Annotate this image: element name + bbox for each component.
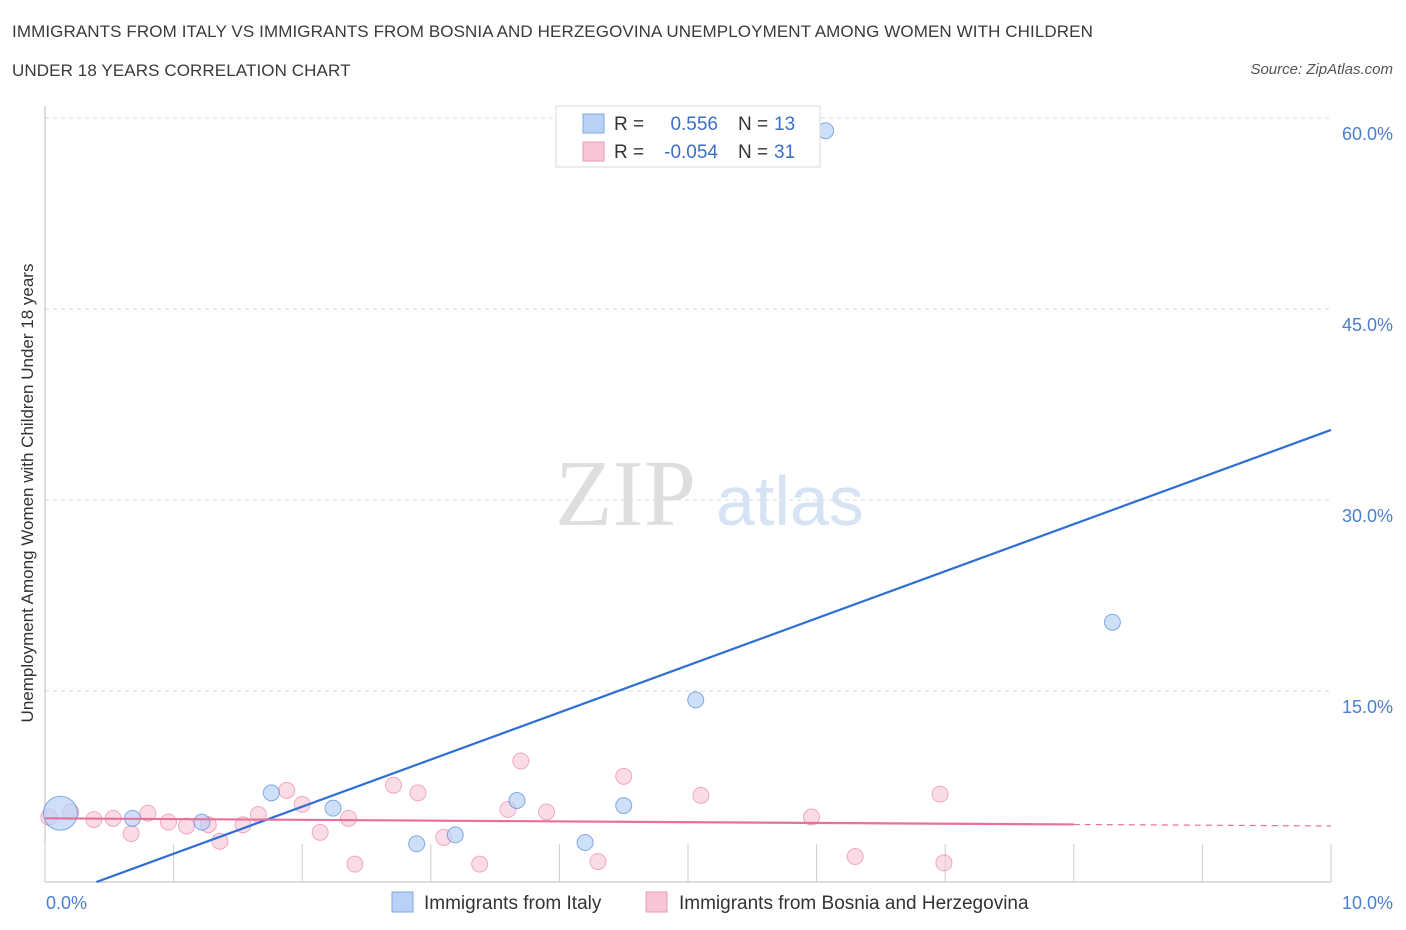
bosnia-point-12: [278, 781, 296, 799]
bosnia-trend-line: [44, 817, 1074, 826]
italy-point-0: [42, 795, 78, 831]
x-tick-label-min: 0.0%: [46, 893, 87, 913]
italy-point-5: [408, 835, 426, 853]
y-tick-label-2: 45.0%: [1342, 315, 1393, 335]
legend-swatch-bosnia: [582, 141, 605, 162]
bosnia-point-16: [346, 855, 364, 873]
bosnia-point-24: [589, 853, 607, 871]
chart-title-line1: IMMIGRANTS FROM ITALY VS IMMIGRANTS FROM…: [12, 22, 1093, 41]
bottom-legend-swatch-italy: [391, 891, 414, 913]
bottom-legend-label-bosnia: Immigrants from Bosnia and Herzegovina: [679, 893, 1029, 914]
italy-point-9: [615, 797, 633, 815]
chart-title-line2: UNDER 18 YEARS CORRELATION CHART: [12, 61, 351, 80]
axes: [44, 106, 1332, 883]
legend-r-value-bosnia: -0.054: [664, 142, 718, 163]
series-bosnia-points: [40, 752, 953, 873]
legend-swatch-italy: [582, 113, 605, 134]
italy-point-10: [687, 691, 705, 709]
bosnia-point-7: [177, 817, 195, 835]
grid-lines: [45, 117, 1331, 692]
bottom-legend: Immigrants from Italy Immigrants from Bo…: [391, 891, 1029, 914]
bosnia-point-17: [385, 776, 403, 794]
y-axis-label: Unemployment Among Women with Children U…: [18, 264, 37, 723]
legend-n-value-italy: 13: [774, 114, 795, 135]
italy-point-6: [446, 826, 464, 844]
bosnia-point-6: [159, 813, 177, 831]
watermark-zip: ZIP: [555, 442, 696, 546]
bosnia-point-4: [122, 825, 140, 843]
legend-n-label-italy: N =: [738, 114, 768, 135]
italy-point-2: [193, 813, 211, 831]
trend-lines: [44, 428, 1332, 884]
bosnia-point-30: [935, 854, 953, 872]
legend-r-label-bosnia: R =: [614, 142, 644, 163]
correlation-legend: R = 0.556 N = 13 R = -0.054 N = 31: [555, 105, 821, 168]
legend-r-label-italy: R =: [614, 114, 644, 135]
y-tick-label-3: 60.0%: [1342, 124, 1393, 144]
y-tick-label-0: 15.0%: [1342, 697, 1393, 717]
watermark: ZIP atlas: [555, 442, 864, 546]
bottom-legend-swatch-bosnia: [645, 891, 668, 913]
legend-n-label-bosnia: N =: [738, 142, 768, 163]
legend-r-value-italy: 0.556: [670, 114, 718, 135]
bosnia-point-18: [409, 784, 427, 802]
italy-point-8: [576, 834, 594, 852]
bosnia-trend-line-extension: [1073, 823, 1332, 827]
watermark-atlas: atlas: [716, 462, 864, 540]
italy-point-3: [262, 784, 280, 802]
bottom-legend-label-italy: Immigrants from Italy: [424, 893, 602, 914]
x-tick-label-max: 10.0%: [1342, 893, 1393, 913]
bosnia-point-5: [139, 804, 157, 822]
y-tick-labels: 15.0% 30.0% 45.0% 60.0%: [1342, 124, 1393, 717]
source-label: Source: ZipAtlas.com: [1250, 61, 1393, 78]
x-tick-labels: 0.0% 10.0%: [46, 893, 1393, 913]
bosnia-point-26: [692, 786, 710, 804]
bosnia-point-28: [846, 848, 864, 866]
bosnia-point-22: [512, 752, 530, 770]
bosnia-point-23: [538, 803, 556, 821]
bosnia-point-20: [471, 855, 489, 873]
bosnia-point-14: [311, 823, 329, 841]
italy-point-7: [508, 792, 526, 810]
italy-point-12: [1103, 613, 1121, 631]
legend-n-value-bosnia: 31: [774, 142, 795, 163]
bosnia-point-29: [931, 785, 949, 803]
italy-point-4: [324, 799, 342, 817]
bosnia-point-15: [339, 809, 357, 827]
y-tick-label-1: 30.0%: [1342, 506, 1393, 526]
bosnia-point-27: [802, 808, 820, 826]
bosnia-point-25: [615, 767, 633, 785]
italy-trend-line: [96, 428, 1332, 884]
